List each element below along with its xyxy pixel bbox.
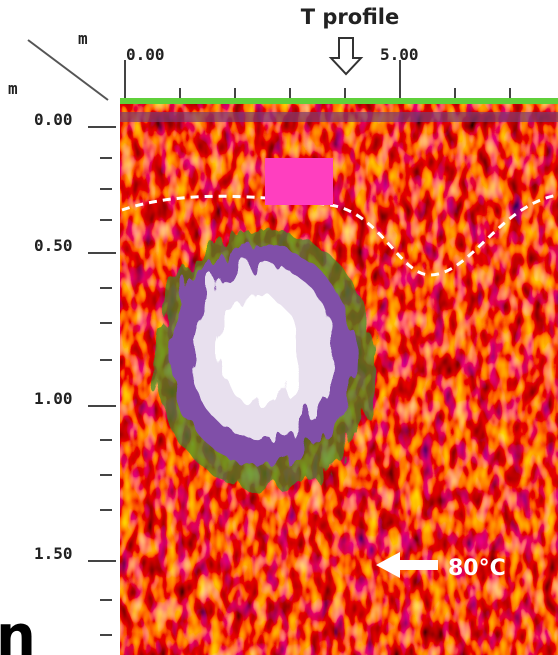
anomaly bbox=[155, 230, 375, 490]
profile-arrow bbox=[331, 38, 361, 74]
x-ticks bbox=[125, 60, 510, 100]
y-tick-label: 1.00 bbox=[34, 389, 73, 408]
x-tick-label: 0.00 bbox=[126, 45, 165, 64]
y-ticks bbox=[88, 127, 116, 635]
y-tick-label: 0.50 bbox=[34, 236, 73, 255]
radargram: m m T profile 0.00 5.00 0.00 0.50 1.00 1… bbox=[0, 0, 558, 655]
surface-line bbox=[120, 98, 558, 104]
x-unit: m bbox=[78, 29, 88, 48]
title: T profile bbox=[301, 5, 399, 29]
marker bbox=[265, 158, 333, 205]
annotation: 80°C bbox=[448, 556, 506, 581]
corner-line bbox=[28, 40, 108, 100]
y-tick-label: 0.00 bbox=[34, 110, 73, 129]
surface-band bbox=[120, 112, 558, 122]
y-unit: m bbox=[8, 79, 18, 98]
y-tick-label: 1.50 bbox=[34, 544, 73, 563]
fragment: n bbox=[0, 604, 36, 655]
